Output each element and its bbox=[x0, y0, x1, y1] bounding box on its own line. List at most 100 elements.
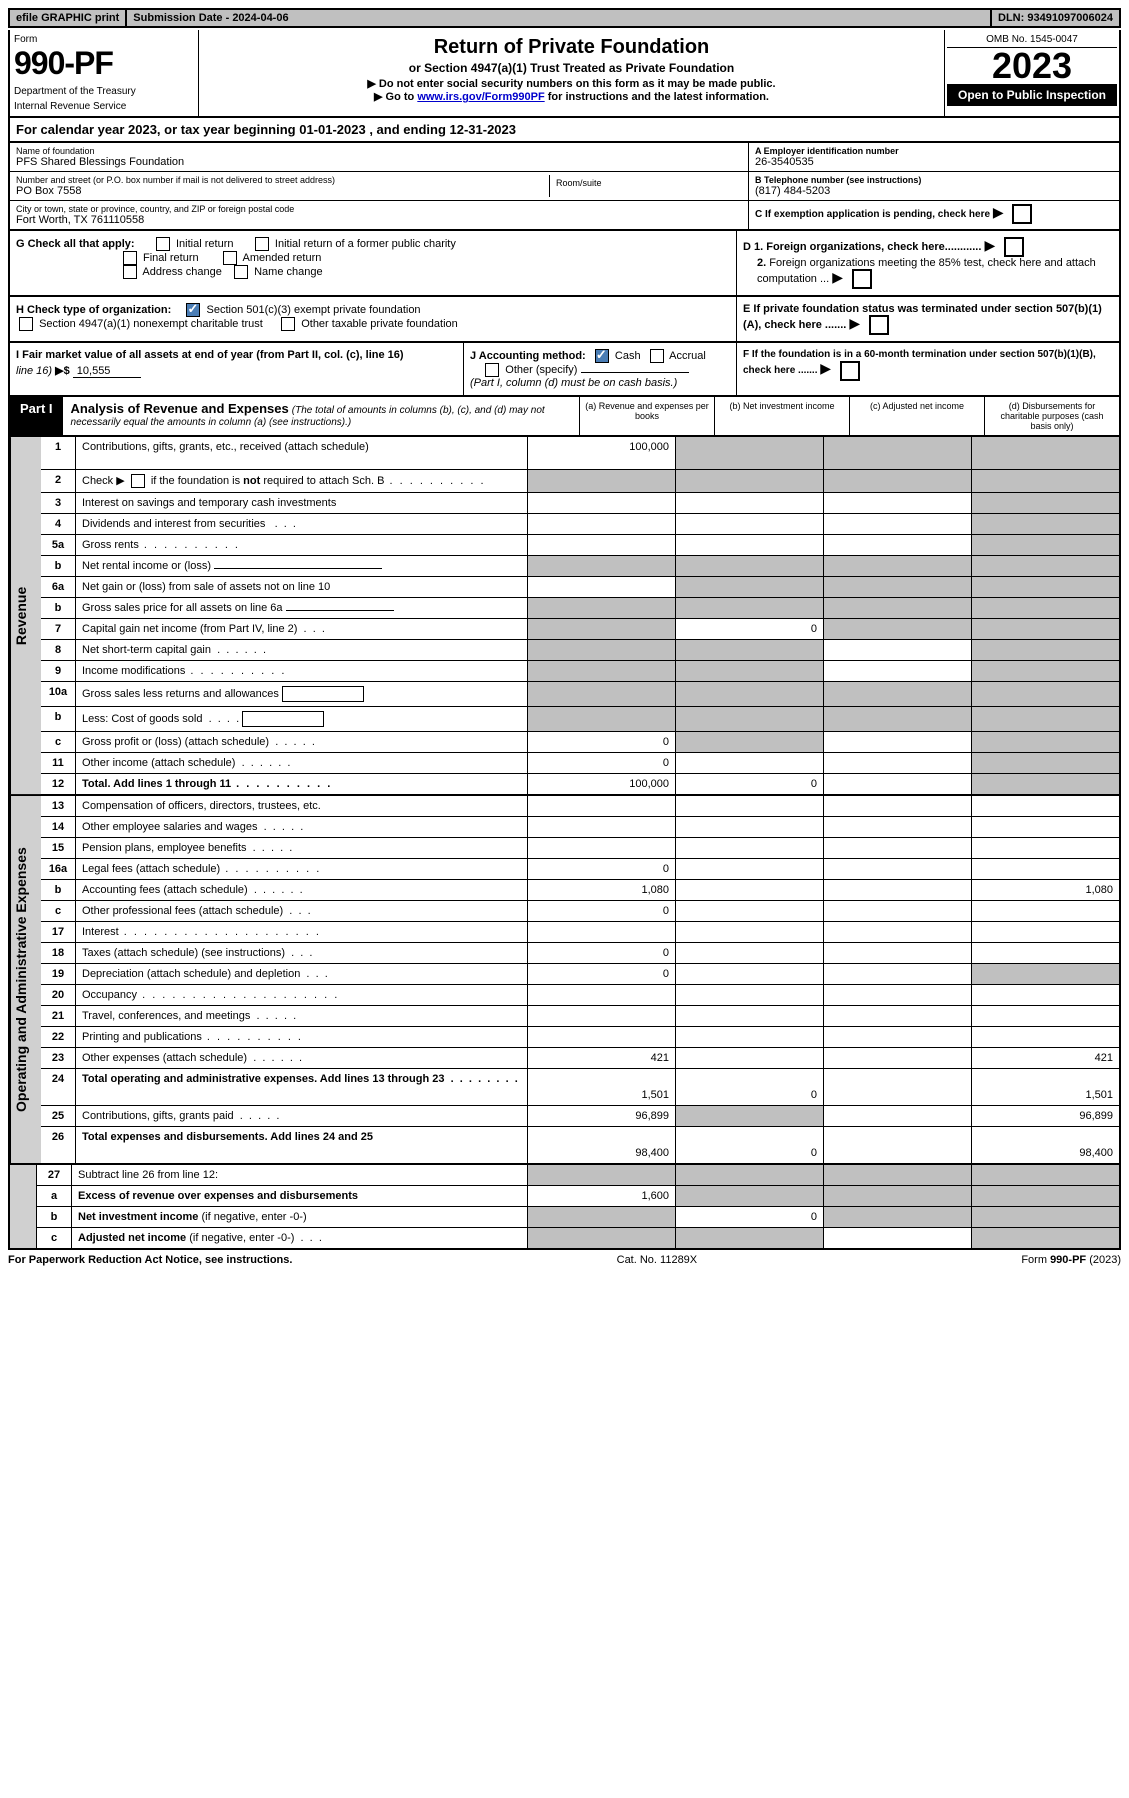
room-suite-label: Room/suite bbox=[549, 175, 742, 197]
h-501c3-checkbox[interactable] bbox=[186, 303, 200, 317]
g-name-checkbox[interactable] bbox=[234, 265, 248, 279]
cell bbox=[528, 1006, 676, 1026]
line-num: 13 bbox=[41, 796, 76, 816]
line12-col-b: 0 bbox=[676, 774, 824, 794]
shaded-cell bbox=[824, 1165, 972, 1185]
h-opt1: Section 501(c)(3) exempt private foundat… bbox=[207, 304, 421, 316]
h-4947-checkbox[interactable] bbox=[19, 317, 33, 331]
g-opt1: Initial return bbox=[176, 238, 233, 250]
open-public-label: Open to Public Inspection bbox=[947, 84, 1117, 106]
line-desc: Accounting fees (attach schedule) . . . … bbox=[76, 880, 528, 900]
line-desc: Income modifications bbox=[76, 661, 528, 681]
d1-checkbox[interactable] bbox=[1004, 237, 1024, 257]
form-title: Return of Private Foundation bbox=[203, 36, 940, 59]
line-desc: Depreciation (attach schedule) and deple… bbox=[76, 964, 528, 984]
c-checkbox[interactable] bbox=[1012, 204, 1032, 224]
efile-label[interactable]: efile GRAPHIC print bbox=[10, 10, 127, 26]
cell bbox=[972, 1027, 1119, 1047]
cell bbox=[528, 535, 676, 555]
f-checkbox[interactable] bbox=[840, 361, 860, 381]
g-final-checkbox[interactable] bbox=[123, 251, 137, 265]
cell bbox=[824, 1006, 972, 1026]
cell bbox=[824, 1106, 972, 1126]
j-cash-checkbox[interactable] bbox=[595, 349, 609, 363]
e-checkbox[interactable] bbox=[869, 315, 889, 335]
shaded-cell bbox=[972, 753, 1119, 773]
line-num: b bbox=[41, 598, 76, 618]
col-d-header: (d) Disbursements for charitable purpose… bbox=[984, 397, 1119, 435]
l2-pre: Check ▶ bbox=[82, 475, 128, 487]
shaded-cell bbox=[824, 556, 972, 576]
j-other-checkbox[interactable] bbox=[485, 363, 499, 377]
cell bbox=[972, 796, 1119, 816]
l2-checkbox[interactable] bbox=[131, 474, 145, 488]
cell bbox=[972, 922, 1119, 942]
line23-col-d: 421 bbox=[972, 1048, 1119, 1068]
line24-col-b: 0 bbox=[676, 1069, 824, 1105]
cell bbox=[676, 1048, 824, 1068]
j-other: Other (specify) bbox=[505, 364, 577, 376]
shaded-cell bbox=[972, 640, 1119, 660]
arrow-icon: ▶ bbox=[820, 360, 831, 376]
shaded-cell bbox=[676, 661, 824, 681]
cell bbox=[676, 1006, 824, 1026]
line26-col-d: 98,400 bbox=[972, 1127, 1119, 1163]
g-address-checkbox[interactable] bbox=[123, 265, 137, 279]
e-label: E If private foundation status was termi… bbox=[743, 303, 1102, 331]
g-opt6: Name change bbox=[254, 266, 323, 278]
cell bbox=[676, 1027, 824, 1047]
g-initial-checkbox[interactable] bbox=[156, 237, 170, 251]
line-desc: Interest on savings and temporary cash i… bbox=[76, 493, 528, 513]
shaded-cell bbox=[676, 682, 824, 706]
cell bbox=[824, 535, 972, 555]
line-desc: Dividends and interest from securities .… bbox=[76, 514, 528, 534]
shaded-cell bbox=[676, 1165, 824, 1185]
instruction-1: ▶ Do not enter social security numbers o… bbox=[203, 77, 940, 90]
irs-link[interactable]: www.irs.gov/Form990PF bbox=[417, 91, 544, 103]
col-c-header: (c) Adjusted net income bbox=[849, 397, 984, 435]
cell bbox=[972, 859, 1119, 879]
line24-col-d: 1,501 bbox=[972, 1069, 1119, 1105]
cell bbox=[528, 796, 676, 816]
cell bbox=[528, 985, 676, 1005]
line-num: 27 bbox=[37, 1165, 72, 1185]
shaded-cell bbox=[972, 1165, 1119, 1185]
j-cash: Cash bbox=[615, 350, 641, 362]
part1-label: Part I bbox=[10, 397, 63, 435]
cell bbox=[972, 985, 1119, 1005]
shaded-cell bbox=[676, 556, 824, 576]
cell bbox=[676, 943, 824, 963]
line-num: 24 bbox=[41, 1069, 76, 1105]
cell bbox=[824, 661, 972, 681]
cell bbox=[824, 817, 972, 837]
l2-post: if the foundation is not required to att… bbox=[148, 475, 385, 487]
footer-left: For Paperwork Reduction Act Notice, see … bbox=[8, 1254, 292, 1266]
cell bbox=[676, 753, 824, 773]
g-amended-checkbox[interactable] bbox=[223, 251, 237, 265]
g-former-checkbox[interactable] bbox=[255, 237, 269, 251]
g-opt4: Initial return of a former public charit… bbox=[275, 238, 456, 250]
shaded-cell bbox=[528, 682, 676, 706]
line-desc: Taxes (attach schedule) (see instruction… bbox=[76, 943, 528, 963]
cell bbox=[824, 774, 972, 794]
line16b-col-a: 1,080 bbox=[528, 880, 676, 900]
address: PO Box 7558 bbox=[16, 185, 549, 197]
tax-year: 2023 bbox=[947, 48, 1117, 84]
line1-col-a: 100,000 bbox=[528, 437, 676, 469]
cell bbox=[676, 817, 824, 837]
line-num: 11 bbox=[41, 753, 76, 773]
shaded-cell bbox=[824, 682, 972, 706]
j-accrual-checkbox[interactable] bbox=[650, 349, 664, 363]
line23-col-a: 421 bbox=[528, 1048, 676, 1068]
d1-label: D 1. Foreign organizations, check here..… bbox=[743, 241, 981, 253]
cell bbox=[528, 577, 676, 597]
col-b-header: (b) Net investment income bbox=[714, 397, 849, 435]
d2-checkbox[interactable] bbox=[852, 269, 872, 289]
h-other-checkbox[interactable] bbox=[281, 317, 295, 331]
cell bbox=[824, 753, 972, 773]
instruction-2-post: for instructions and the latest informat… bbox=[545, 91, 769, 103]
section-h-e: H Check type of organization: Section 50… bbox=[8, 297, 1121, 343]
cell bbox=[676, 796, 824, 816]
line-desc: Excess of revenue over expenses and disb… bbox=[72, 1186, 528, 1206]
line-desc: Occupancy bbox=[76, 985, 528, 1005]
